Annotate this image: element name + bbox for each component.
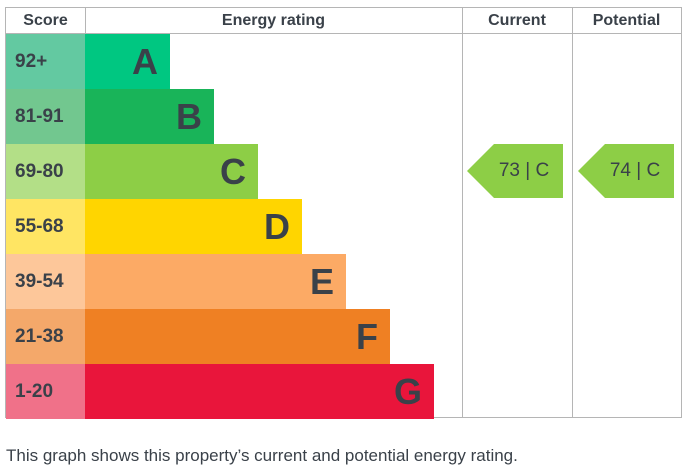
rating-bar-g: G bbox=[85, 364, 434, 419]
rating-bar-b: B bbox=[85, 89, 214, 144]
rating-bar-d: D bbox=[85, 199, 302, 254]
rating-bar-e: E bbox=[85, 254, 346, 309]
current-column bbox=[462, 33, 573, 418]
rating-bar-a: A bbox=[85, 34, 170, 89]
score-range-b: 81-91 bbox=[6, 89, 85, 144]
score-range-f: 21-38 bbox=[6, 309, 85, 364]
header-score: Score bbox=[5, 7, 86, 34]
rating-bar-c: C bbox=[85, 144, 258, 199]
score-range-d: 55-68 bbox=[6, 199, 85, 254]
caption: This graph shows this property’s current… bbox=[6, 446, 518, 465]
rating-bar-f: F bbox=[85, 309, 390, 364]
header-current: Current bbox=[462, 7, 573, 34]
header-potential: Potential bbox=[572, 7, 682, 34]
header-energy-rating: Energy rating bbox=[85, 7, 463, 34]
score-range-a: 92+ bbox=[6, 34, 85, 89]
potential-column bbox=[572, 33, 682, 418]
score-range-e: 39-54 bbox=[6, 254, 85, 309]
score-range-g: 1-20 bbox=[6, 364, 85, 419]
score-range-c: 69-80 bbox=[6, 144, 85, 199]
